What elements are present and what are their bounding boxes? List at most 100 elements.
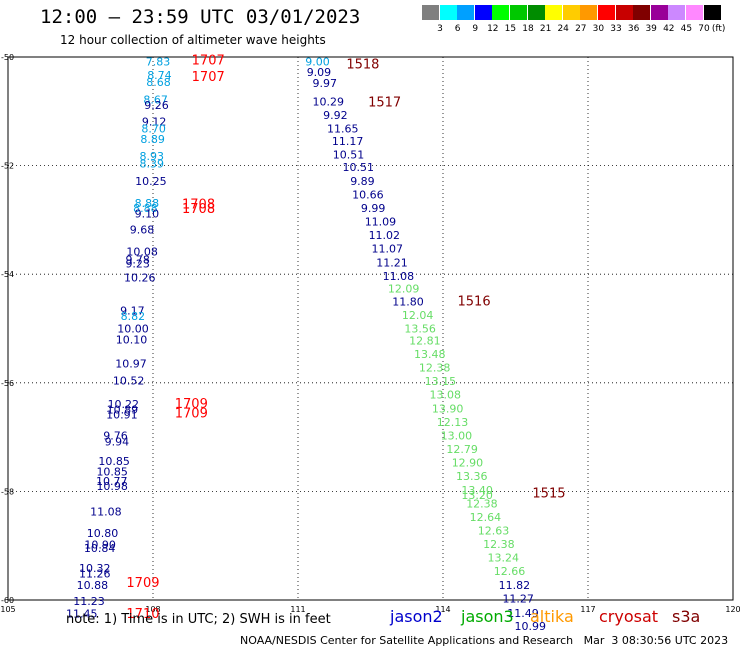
legend-swatch (474, 5, 492, 20)
wave-height-value: 10.29 (313, 96, 345, 109)
wave-height-value: 11.17 (332, 135, 364, 148)
legend-swatch (703, 5, 721, 20)
wave-height-value: 12.64 (470, 511, 502, 524)
wave-height-value: 12.38 (483, 538, 515, 551)
wave-height-value: 13.90 (432, 402, 464, 415)
legend-label: 18 (522, 24, 534, 34)
legend-label: 6 (454, 24, 461, 34)
note-text: note: 1) Time is in UTC; 2) SWH is in fe… (66, 612, 331, 627)
satellite-name-jason3: jason3 (461, 607, 514, 626)
pass-time-label: 1707 (192, 54, 225, 69)
wave-height-value: 11.27 (502, 592, 534, 605)
wave-height-value: 10.98 (96, 480, 128, 493)
legend-label: 3 (437, 24, 443, 34)
wave-height-value: 13.56 (404, 323, 436, 336)
wave-height-value: 9.17 (120, 305, 145, 318)
legend-unit-label: (ft) (711, 24, 726, 34)
wave-height-value: 8.39 (139, 157, 164, 170)
wave-height-value: 10.85 (96, 465, 128, 478)
wave-height-value: 11.80 (392, 295, 424, 308)
wave-height-value: 10.80 (87, 527, 119, 540)
wave-height-value: 10.00 (117, 323, 149, 336)
wave-height-value: 8.67 (143, 93, 168, 106)
wave-height-value: 12.38 (419, 362, 451, 375)
legend-label: 24 (557, 24, 569, 34)
pass-time-label: 1518 (346, 58, 379, 73)
latitude-tick-label: -54 (1, 270, 14, 279)
wave-height-value: 11.49 (507, 607, 539, 620)
legend-label: 9 (472, 24, 479, 34)
wave-height-value: 13.40 (461, 484, 493, 497)
latitude-tick-label: -56 (1, 379, 14, 388)
legend-swatch (686, 5, 703, 20)
latitude-tick-label: -60 (1, 596, 14, 605)
longitude-tick-label: 108 (145, 605, 160, 614)
wave-height-value: 11.82 (499, 579, 531, 592)
pass-time-label: 1517 (368, 96, 401, 111)
wave-height-value: 8.89 (140, 133, 165, 146)
legend-label: 12 (487, 24, 499, 34)
wave-height-value: 11.08 (383, 270, 415, 283)
legend-swatch (492, 5, 510, 20)
wave-height-value: 11.45 (66, 608, 98, 621)
wave-height-value: 7.83 (146, 55, 171, 68)
legend-swatch (527, 5, 545, 20)
wave-height-value: 9.09 (307, 66, 332, 79)
legend-label: 27 (575, 24, 587, 34)
wave-height-value: 8.88 (133, 202, 158, 215)
wave-height-value: 11.08 (90, 505, 122, 518)
wave-height-value: 13.24 (487, 552, 519, 565)
wave-height-value: 10.22 (108, 398, 140, 411)
legend-swatch (580, 5, 598, 20)
wave-height-value: 12.04 (402, 309, 434, 322)
wave-height-value: 8.88 (135, 197, 160, 210)
wave-height-value: 10.88 (77, 579, 109, 592)
wave-height-value: 8.93 (139, 150, 164, 163)
wave-height-value: 11.07 (371, 243, 403, 256)
wave-height-value: 12.09 (388, 282, 420, 295)
wave-height-value: 12.79 (446, 443, 478, 456)
legend-swatch (598, 5, 615, 20)
latitude-tick-label: -52 (1, 162, 14, 171)
wave-height-value: 10.08 (126, 245, 157, 258)
wave-height-value: 13.36 (456, 470, 488, 483)
legend-label: 33 (610, 24, 622, 34)
wave-height-value: 12.63 (478, 524, 510, 537)
wave-height-value: 8.74 (147, 69, 172, 82)
wave-height-value: 10.25 (135, 175, 167, 188)
wave-height-value: 11.26 (79, 567, 111, 580)
wave-height-value: 11.21 (376, 256, 408, 269)
pass-time-label: 1516 (458, 294, 491, 309)
wave-height-value: 13.15 (425, 375, 457, 388)
wave-height-value: 10.85 (98, 455, 130, 468)
wave-height-value: 13.20 (461, 489, 493, 502)
satellite-name-altika: altika (530, 607, 574, 626)
satellite-name-s3a: s3a (672, 607, 701, 626)
longitude-tick-label: 105 (0, 605, 15, 614)
legend-swatch (615, 5, 633, 20)
wave-height-value: 8.70 (141, 123, 166, 136)
wave-height-value: 9.92 (323, 109, 348, 122)
wave-height-value: 9.12 (142, 116, 167, 129)
wave-height-value: 11.09 (365, 216, 397, 229)
legend-swatch (668, 5, 686, 20)
legend-swatch (562, 5, 580, 20)
wave-height-value: 11.23 (73, 595, 105, 608)
legend-swatch (650, 5, 668, 20)
wave-height-value: 9.97 (313, 77, 338, 90)
wave-height-value: 10.32 (79, 562, 111, 575)
legend-label: 70 (698, 24, 710, 34)
wave-height-value: 13.08 (429, 389, 461, 402)
wave-height-value: 9.00 (305, 55, 330, 68)
wave-height-value: 9.99 (361, 202, 386, 215)
wave-height-value: 9.10 (135, 207, 160, 220)
wave-height-value: 10.91 (106, 408, 138, 421)
legend-label: 36 (627, 24, 640, 34)
map-frame (7, 56, 734, 601)
wave-height-value: 10.89 (107, 403, 139, 416)
legend-label: 15 (504, 24, 517, 34)
pass-time-label: 1515 (532, 486, 565, 501)
legend-label: 42 (663, 24, 675, 34)
